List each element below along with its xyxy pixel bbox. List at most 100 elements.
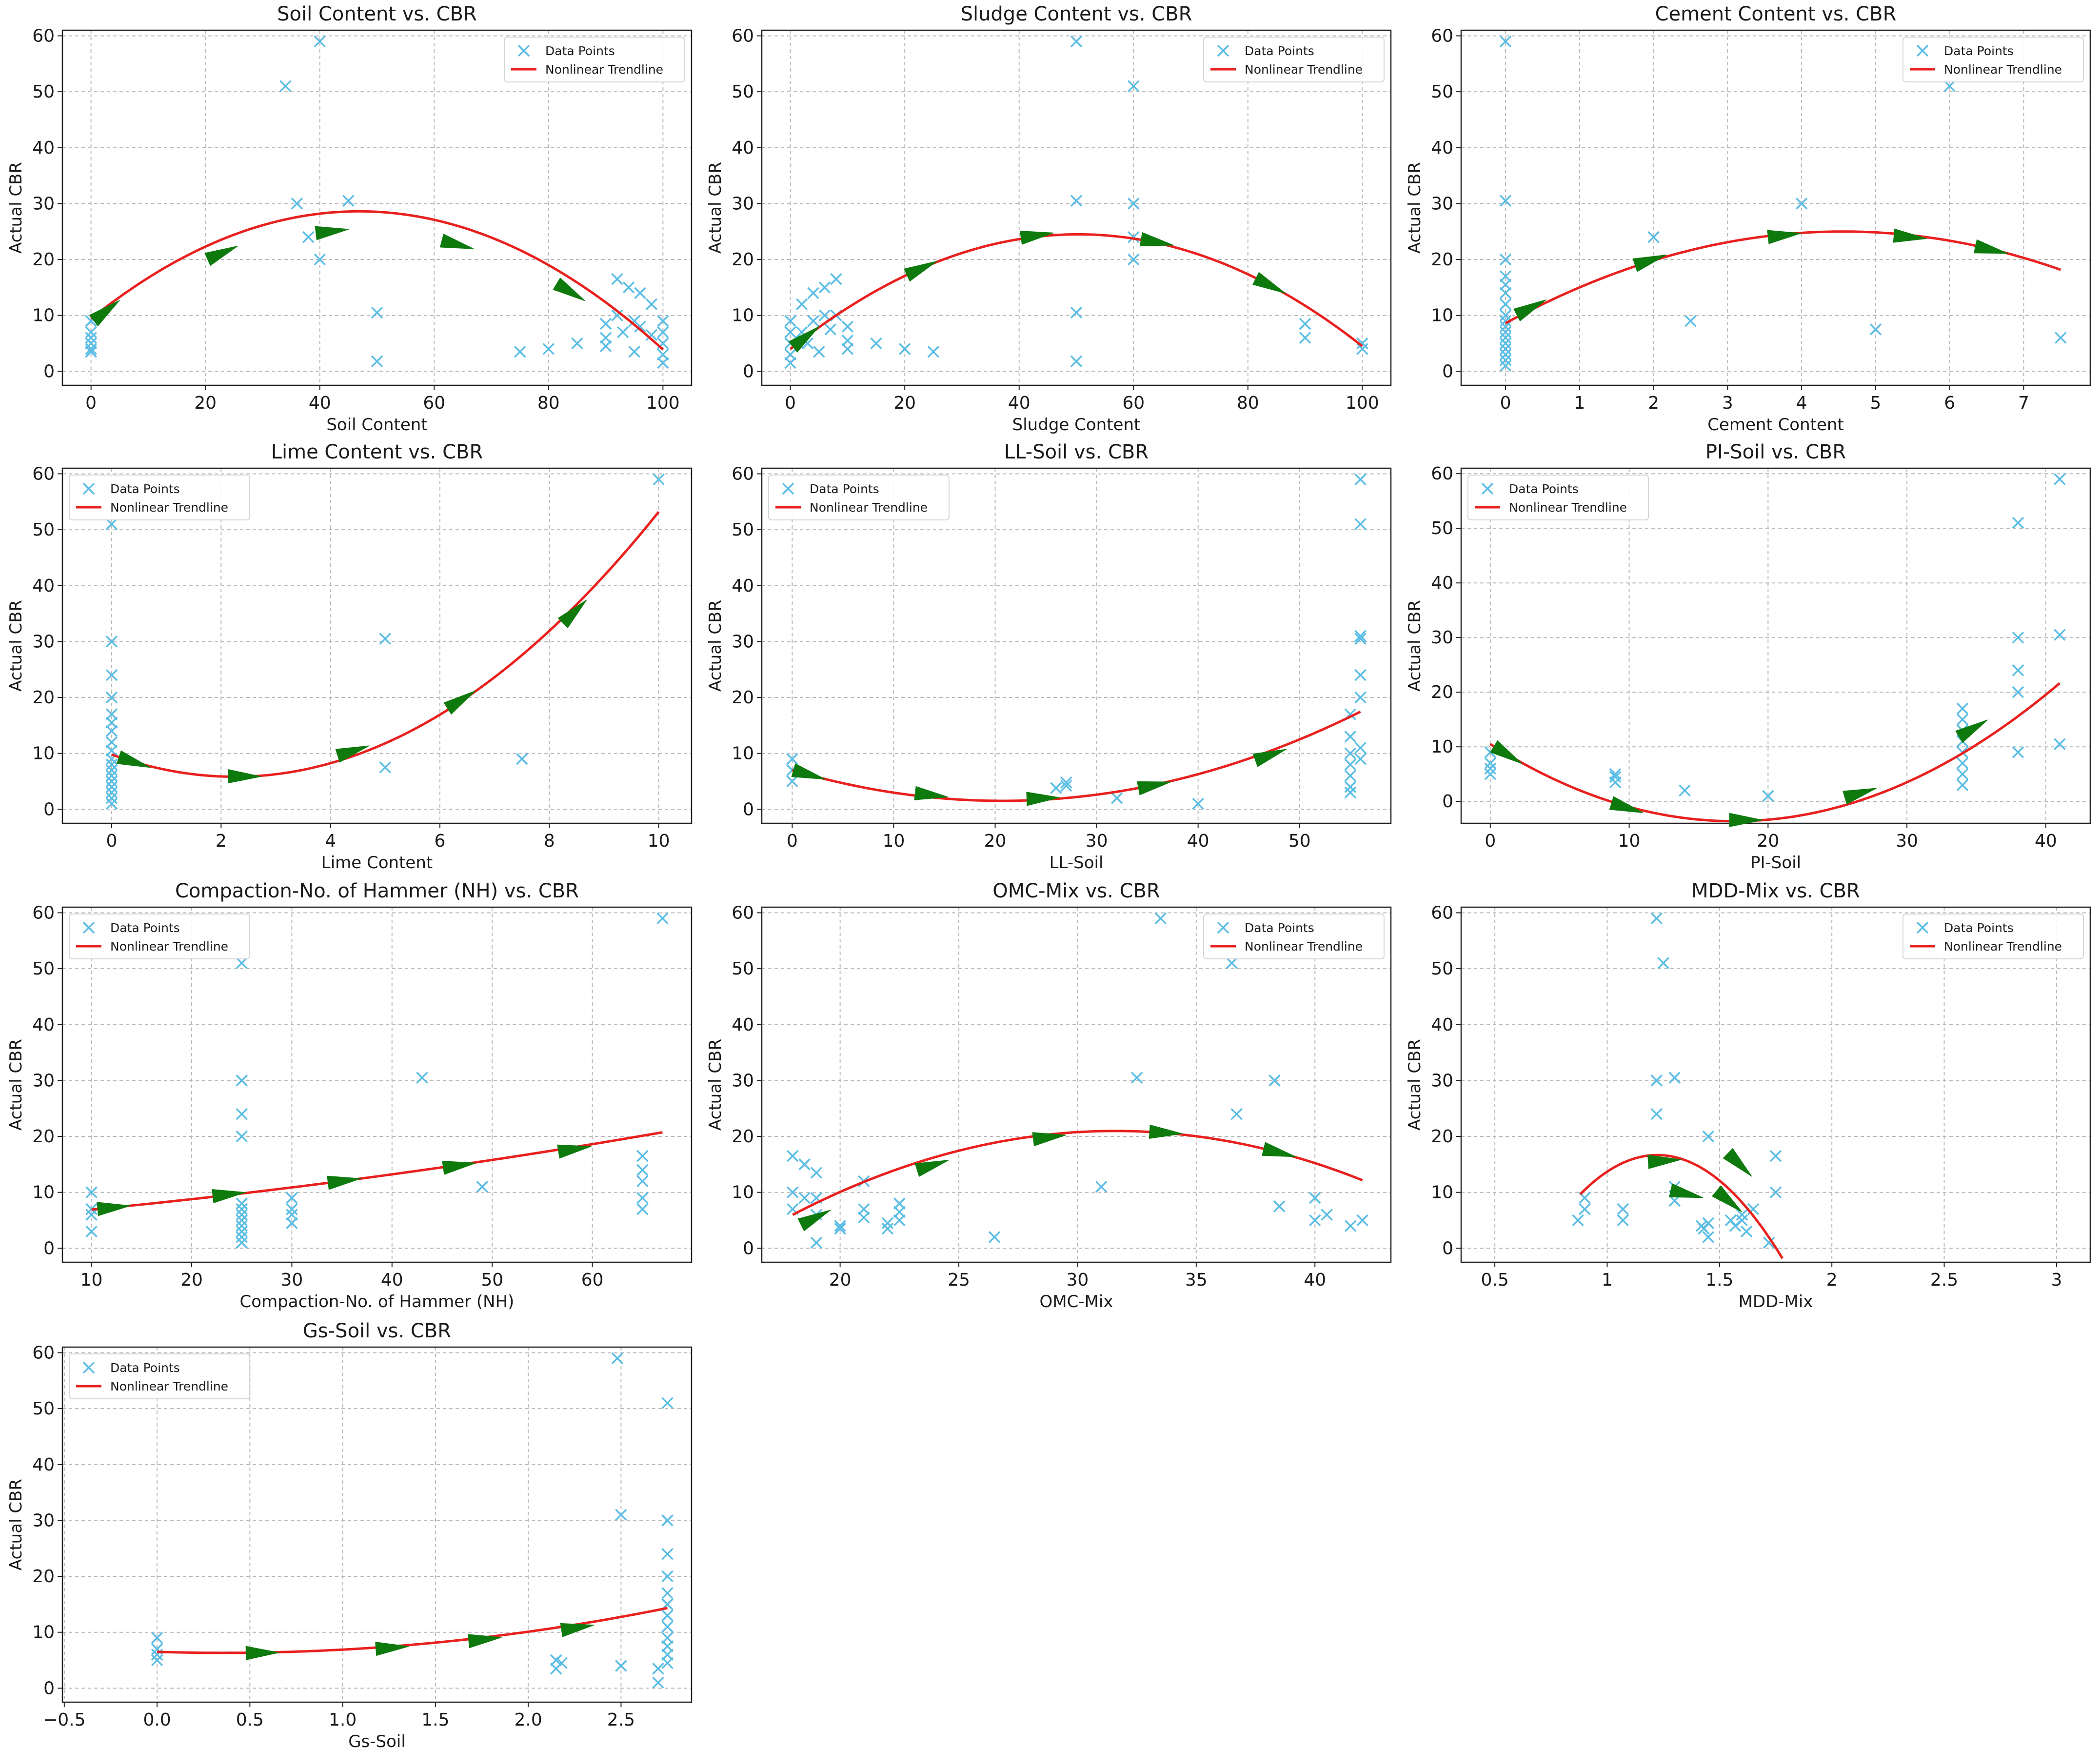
y-tick-label: 20 (32, 1127, 55, 1147)
data-point (1956, 702, 1969, 715)
data-point (786, 775, 798, 788)
y-tick-label: 20 (1431, 682, 1453, 702)
legend-label-trend: Nonlinear Trendline (110, 500, 228, 515)
data-point (236, 1220, 248, 1232)
data-point (841, 335, 854, 347)
data-point (1499, 354, 1512, 366)
gradient-arrow (557, 1144, 592, 1159)
data-point (1499, 315, 1512, 327)
legend: Data Points Nonlinear Trendline (1902, 914, 2084, 959)
y-tick-label: 20 (32, 1567, 55, 1587)
data-point (1499, 343, 1512, 355)
data-point (1308, 1192, 1321, 1204)
data-point (786, 753, 798, 765)
y-tick-label: 30 (32, 194, 55, 214)
y-tick-label: 60 (32, 1343, 55, 1363)
legend-label-points: Data Points (810, 482, 879, 496)
data-point (1579, 1203, 1591, 1215)
data-point (798, 1158, 811, 1171)
legend-box (1467, 475, 1649, 520)
y-axis-label: Actual CBR (6, 162, 26, 254)
data-point (1499, 278, 1512, 291)
y-tick-label: 40 (32, 138, 55, 158)
data-point (615, 1660, 627, 1672)
chart-panel-7: 10 20 30 40 50 60 0 10 20 30 40 50 60 Compaction-No. … (6, 880, 693, 1312)
chart-panel-1: 0 20 40 60 80 100 0 10 20 30 40 50 60 Soil Content vs… (6, 3, 693, 435)
data-point (1769, 1186, 1782, 1198)
gradient-arrow (204, 245, 238, 266)
data-point (236, 1108, 248, 1120)
gradient-arrow (97, 1202, 131, 1216)
data-point (1226, 957, 1238, 969)
data-point (85, 345, 97, 358)
data-point (1650, 1074, 1663, 1087)
chart-title: Soil Content vs. CBR (277, 3, 477, 25)
y-tick-label: 40 (732, 576, 754, 596)
chart-title: Cement Content vs. CBR (1655, 3, 1897, 25)
legend-label-points: Data Points (110, 1361, 180, 1375)
x-tick-label: 0 (85, 393, 97, 413)
x-axis-label: LL-Soil (1050, 853, 1104, 873)
data-point (151, 1654, 163, 1667)
data-point (1354, 691, 1367, 704)
data-point (611, 273, 623, 285)
gradient-arrow (560, 1623, 594, 1637)
x-axis-label: MDD-Mix (1739, 1292, 1813, 1312)
data-point (1095, 1180, 1108, 1193)
data-point (1736, 1209, 1748, 1221)
y-tick-label: 40 (32, 576, 55, 596)
chart-panel-3: 0 1 2 3 4 5 6 7 0 10 20 30 40 50 60 Cement Content vs. … (1405, 3, 2091, 435)
plot-frame (761, 29, 1392, 386)
legend-label-points: Data Points (110, 482, 180, 496)
data-point (105, 792, 118, 804)
x-tick-label: 60 (1122, 393, 1145, 413)
x-tick-label: 5 (1870, 393, 1881, 413)
y-axis-label: Actual CBR (706, 1039, 725, 1131)
legend: Data Points Nonlinear Trendline (1203, 914, 1385, 959)
legend-label-points: Data Points (1944, 921, 2014, 935)
y-tick-label: 10 (32, 1623, 55, 1643)
x-tick-label: 80 (537, 393, 560, 413)
plot-frame (61, 29, 693, 386)
data-point (2012, 631, 2024, 644)
y-tick-label: 30 (1431, 1071, 1453, 1091)
gradient-arrow (315, 226, 349, 240)
data-point (236, 1231, 248, 1243)
data-point (1192, 797, 1204, 810)
gradient-arrow (1711, 1185, 1743, 1212)
y-tick-label: 20 (1431, 250, 1453, 270)
data-point (236, 1203, 248, 1215)
y-tick-label: 50 (1431, 959, 1453, 979)
data-point (787, 1186, 799, 1198)
data-point (105, 744, 118, 757)
data-point (1354, 753, 1367, 765)
data-point (645, 298, 658, 311)
data-point (1344, 758, 1357, 771)
x-tick-label: 60 (581, 1270, 604, 1290)
y-tick-label: 60 (32, 26, 55, 46)
legend-marker-points (1916, 921, 1929, 934)
legend-box (69, 914, 250, 959)
data-point (1956, 779, 1969, 791)
data-point (834, 1220, 846, 1232)
gradient-arrow (914, 1160, 949, 1177)
chart-panel-10: −0.5 0.0 0.5 1.0 1.5 2.0 2.5 0 10 20 30 40 50 60 Gs-So… (6, 1320, 693, 1749)
legend-label-trend: Nonlinear Trendline (810, 500, 928, 515)
data-point (516, 753, 528, 765)
data-point (1128, 253, 1140, 266)
legend: Data Points Nonlinear Trendline (69, 1353, 250, 1399)
y-tick-label: 0 (43, 799, 55, 819)
x-tick-label: 8 (544, 831, 555, 851)
data-point (1499, 320, 1512, 333)
plot-frame (1460, 906, 2091, 1263)
data-point (85, 1209, 98, 1221)
x-tick-label: 30 (1086, 831, 1108, 851)
x-tick-label: 0 (1485, 831, 1496, 851)
legend: Data Points Nonlinear Trendline (69, 475, 250, 520)
data-point (656, 912, 669, 925)
gradient-arrow (1019, 230, 1054, 245)
data-point (236, 1214, 248, 1227)
y-tick-label: 30 (32, 1071, 55, 1091)
